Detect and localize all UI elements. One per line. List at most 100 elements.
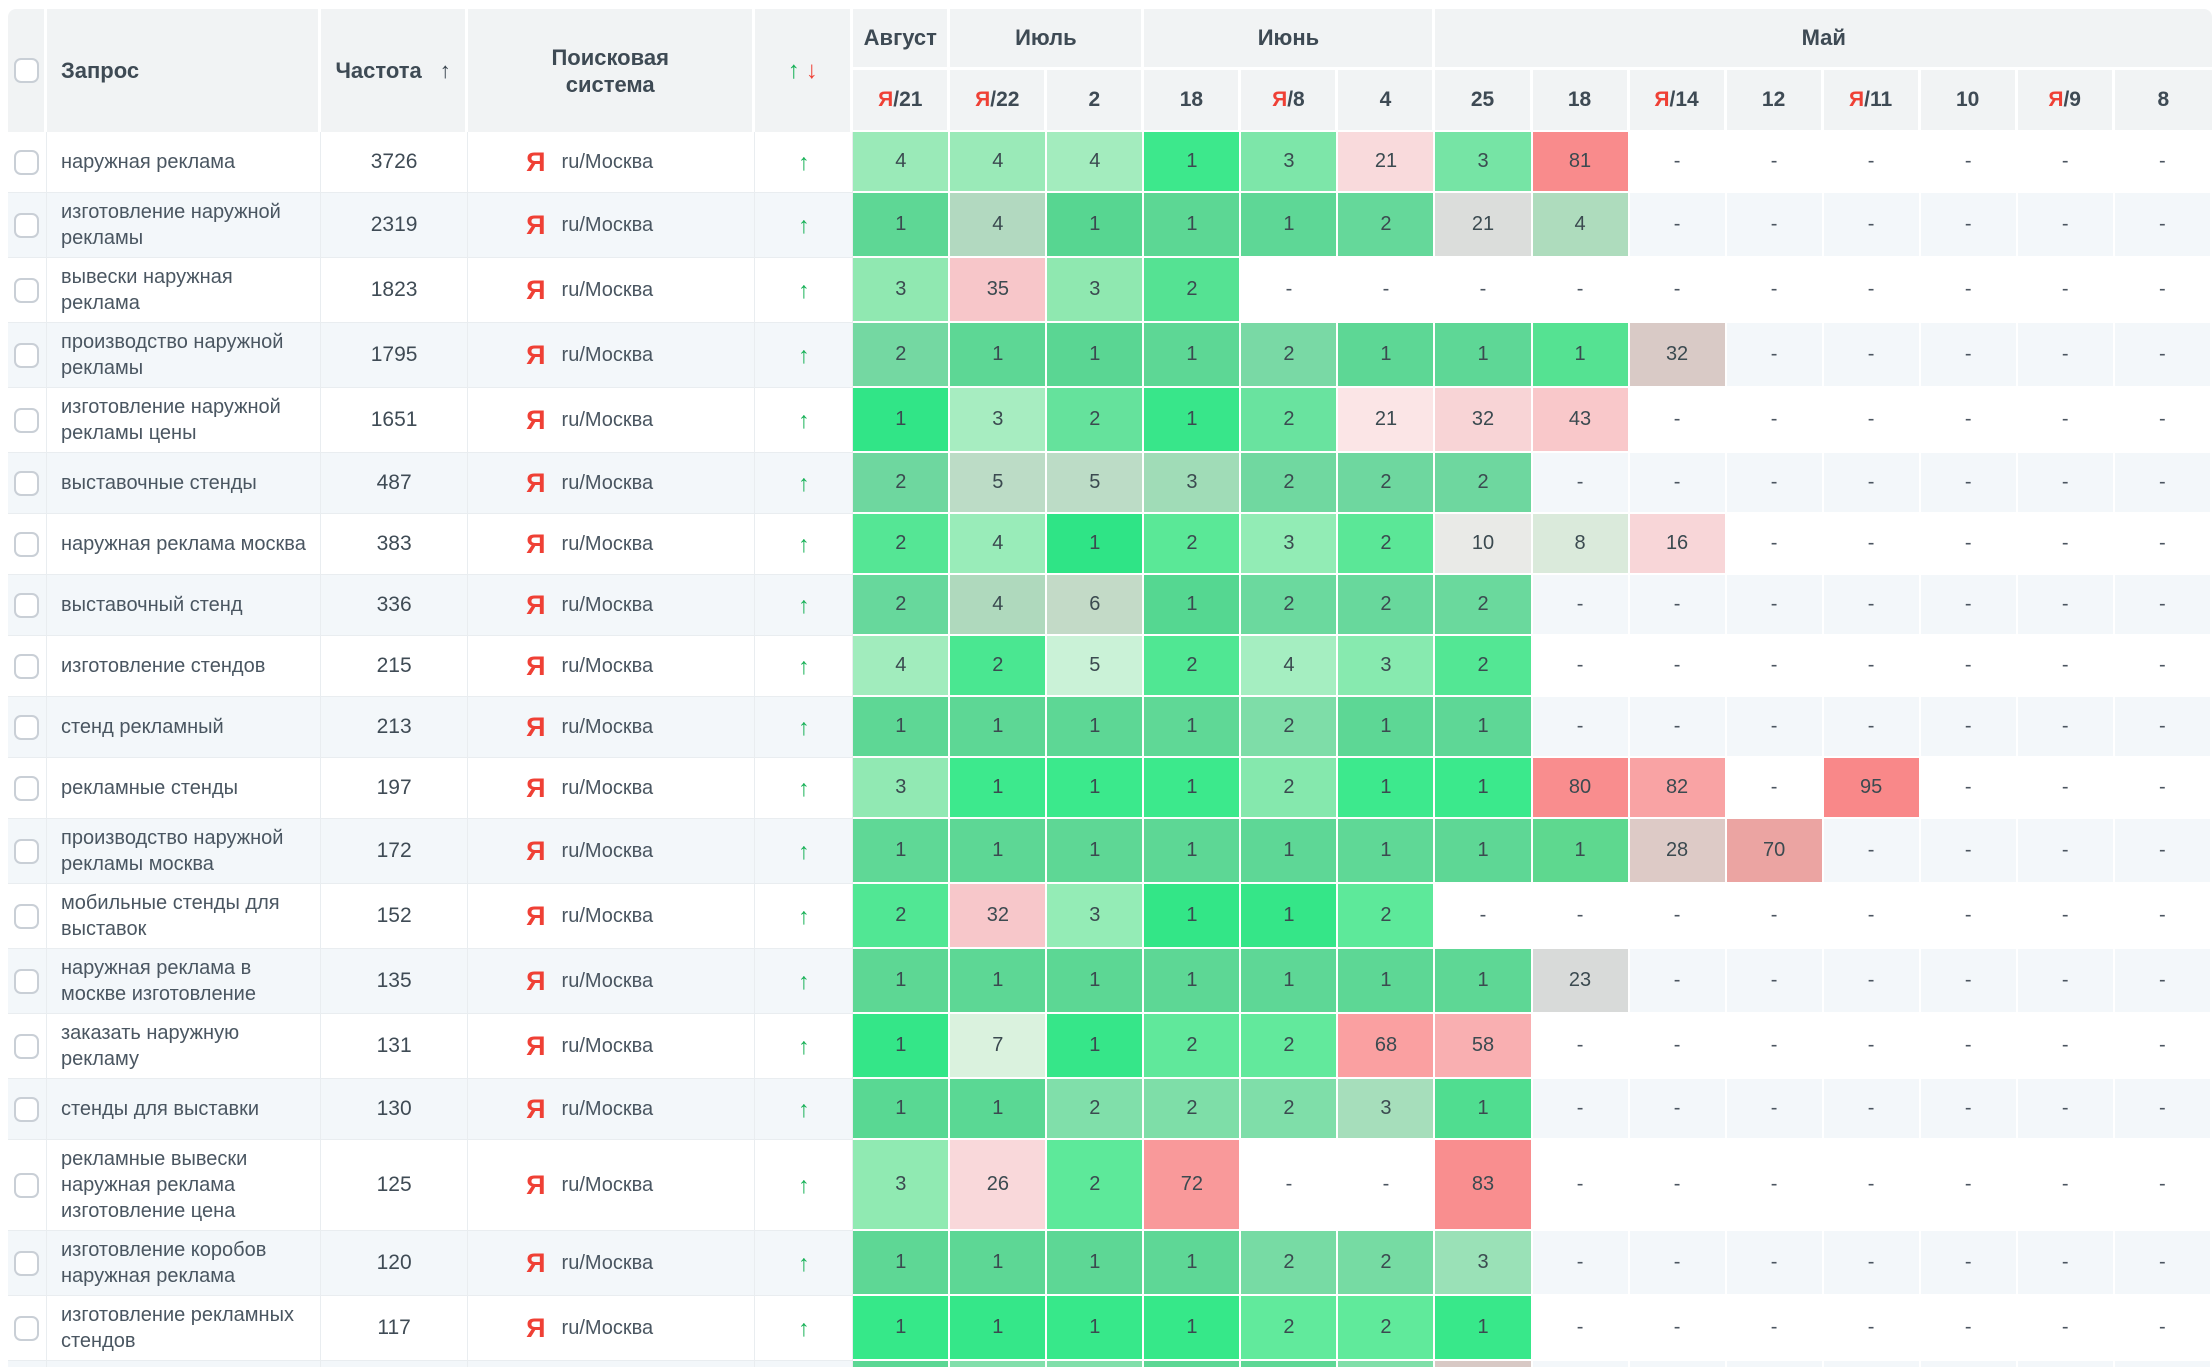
position-cell[interactable]: 2 — [1047, 1079, 1145, 1140]
position-cell[interactable]: - — [1726, 758, 1824, 819]
position-cell[interactable]: 1 — [950, 697, 1048, 758]
date-column-header[interactable]: 10 — [1920, 70, 2018, 132]
position-cell[interactable]: - — [1726, 193, 1824, 258]
position-cell[interactable]: - — [2114, 1296, 2212, 1361]
position-cell[interactable]: 1 — [1435, 819, 1533, 884]
position-cell[interactable]: - — [1726, 323, 1824, 388]
position-cell[interactable]: 3 — [1144, 453, 1242, 514]
position-cell[interactable]: 2 — [950, 1361, 1048, 1367]
sort-up-icon[interactable]: ↑ — [787, 56, 800, 84]
position-cell[interactable]: - — [1823, 884, 1921, 949]
row-checkbox[interactable] — [14, 714, 39, 740]
position-cell[interactable]: - — [1824, 1361, 1921, 1367]
sort-down-icon[interactable]: ↓ — [805, 56, 818, 84]
position-cell[interactable]: 2 — [1144, 636, 1242, 697]
position-cell[interactable]: 1 — [1144, 193, 1242, 258]
position-cell[interactable]: 1 — [1144, 575, 1242, 636]
query-cell[interactable]: изготовление наружной рекламы цены — [47, 388, 322, 453]
position-cell[interactable]: 1 — [1435, 1079, 1533, 1140]
position-cell[interactable]: 1 — [950, 1079, 1048, 1140]
position-cell[interactable]: - — [2017, 575, 2115, 636]
query-cell[interactable]: производство наружной рекламы москва — [47, 819, 322, 884]
position-cell[interactable]: 1 — [1338, 949, 1436, 1014]
position-cell[interactable]: - — [2114, 819, 2212, 884]
position-cell[interactable]: - — [1920, 258, 2018, 323]
position-cell[interactable]: - — [1726, 949, 1824, 1014]
position-cell[interactable]: 1 — [1047, 514, 1145, 575]
position-cell[interactable]: - — [1920, 193, 2018, 258]
position-cell[interactable]: 3 — [1241, 132, 1339, 193]
query-cell[interactable]: стенд рекламный — [47, 697, 322, 758]
position-cell[interactable]: - — [2017, 323, 2115, 388]
position-cell[interactable]: - — [2017, 1296, 2115, 1361]
position-cell[interactable]: 2 — [1338, 575, 1436, 636]
position-cell[interactable]: - — [2017, 132, 2115, 193]
position-cell[interactable]: - — [2114, 884, 2212, 949]
position-cell[interactable]: 2 — [1047, 388, 1145, 453]
date-column-header[interactable]: Я/21 — [853, 70, 951, 132]
row-checkbox[interactable] — [14, 775, 39, 801]
position-cell[interactable]: 28 — [1629, 819, 1727, 884]
position-cell[interactable]: - — [1629, 697, 1727, 758]
position-cell[interactable]: - — [2114, 514, 2212, 575]
position-cell[interactable]: 4 — [950, 575, 1048, 636]
position-cell[interactable]: 3 — [853, 258, 951, 323]
position-cell[interactable]: - — [2017, 514, 2115, 575]
position-cell[interactable]: 1 — [1144, 884, 1242, 949]
position-cell[interactable]: - — [2017, 1079, 2115, 1140]
position-cell[interactable]: 21 — [1338, 388, 1436, 453]
position-cell[interactable]: 2 — [853, 323, 951, 388]
position-cell[interactable]: 7 — [950, 1014, 1048, 1079]
row-checkbox[interactable] — [14, 470, 39, 496]
position-cell[interactable]: 1 — [1338, 758, 1436, 819]
position-cell[interactable]: - — [2017, 1140, 2115, 1231]
position-cell[interactable]: 1 — [1047, 819, 1145, 884]
position-cell[interactable]: 1 — [1435, 758, 1533, 819]
position-cell[interactable]: 26 — [950, 1140, 1048, 1231]
position-cell[interactable]: 1 — [853, 949, 951, 1014]
position-cell[interactable]: 1 — [1338, 697, 1436, 758]
position-cell[interactable]: 6 — [1047, 575, 1145, 636]
position-cell[interactable]: 1 — [853, 1079, 951, 1140]
position-cell[interactable]: 1 — [1144, 1361, 1242, 1367]
position-cell[interactable]: - — [1726, 697, 1824, 758]
position-cell[interactable]: - — [1532, 1014, 1630, 1079]
position-cell[interactable]: - — [1629, 884, 1727, 949]
position-cell[interactable]: 2 — [1338, 453, 1436, 514]
position-cell[interactable]: 4 — [1047, 132, 1145, 193]
position-cell[interactable]: 1 — [950, 758, 1048, 819]
position-cell[interactable]: - — [1629, 1079, 1727, 1140]
position-cell[interactable]: - — [1629, 193, 1727, 258]
position-cell[interactable]: 2 — [950, 636, 1048, 697]
query-cell[interactable]: изготовление коробов наружная реклама — [47, 1231, 322, 1296]
position-cell[interactable]: 2 — [1241, 1231, 1339, 1296]
position-cell[interactable]: - — [2114, 1014, 2212, 1079]
position-cell[interactable]: 21 — [1338, 132, 1436, 193]
position-cell[interactable]: - — [1727, 1361, 1824, 1367]
position-cell[interactable]: 81 — [1532, 132, 1630, 193]
position-cell[interactable]: 2 — [1241, 323, 1339, 388]
date-column-header[interactable]: 25 — [1435, 70, 1533, 132]
position-cell[interactable]: - — [1726, 884, 1824, 949]
position-cell[interactable]: - — [1726, 1140, 1824, 1231]
position-cell[interactable]: 68 — [1338, 1014, 1436, 1079]
query-cell[interactable]: изготовление мобильных стендов — [47, 1361, 322, 1367]
position-cell[interactable]: 1 — [950, 819, 1048, 884]
position-cell[interactable]: 2 — [1144, 1079, 1242, 1140]
position-cell[interactable]: 16 — [1629, 514, 1727, 575]
row-checkbox[interactable] — [14, 838, 39, 864]
position-cell[interactable]: 1 — [1047, 697, 1145, 758]
position-cell[interactable]: 1 — [1241, 819, 1339, 884]
row-checkbox[interactable] — [14, 1315, 39, 1341]
position-cell[interactable]: 4 — [1241, 636, 1339, 697]
position-cell[interactable]: 2 — [1241, 388, 1339, 453]
row-checkbox[interactable] — [14, 277, 39, 303]
position-cell[interactable]: - — [1533, 1361, 1630, 1367]
position-cell[interactable]: - — [1823, 636, 1921, 697]
position-cell[interactable]: 3 — [1241, 514, 1339, 575]
position-cell[interactable]: 4 — [853, 132, 951, 193]
position-cell[interactable]: 2 — [1338, 884, 1436, 949]
position-cell[interactable]: 2 — [1435, 453, 1533, 514]
position-cell[interactable]: - — [2017, 949, 2115, 1014]
position-cell[interactable]: - — [1823, 819, 1921, 884]
